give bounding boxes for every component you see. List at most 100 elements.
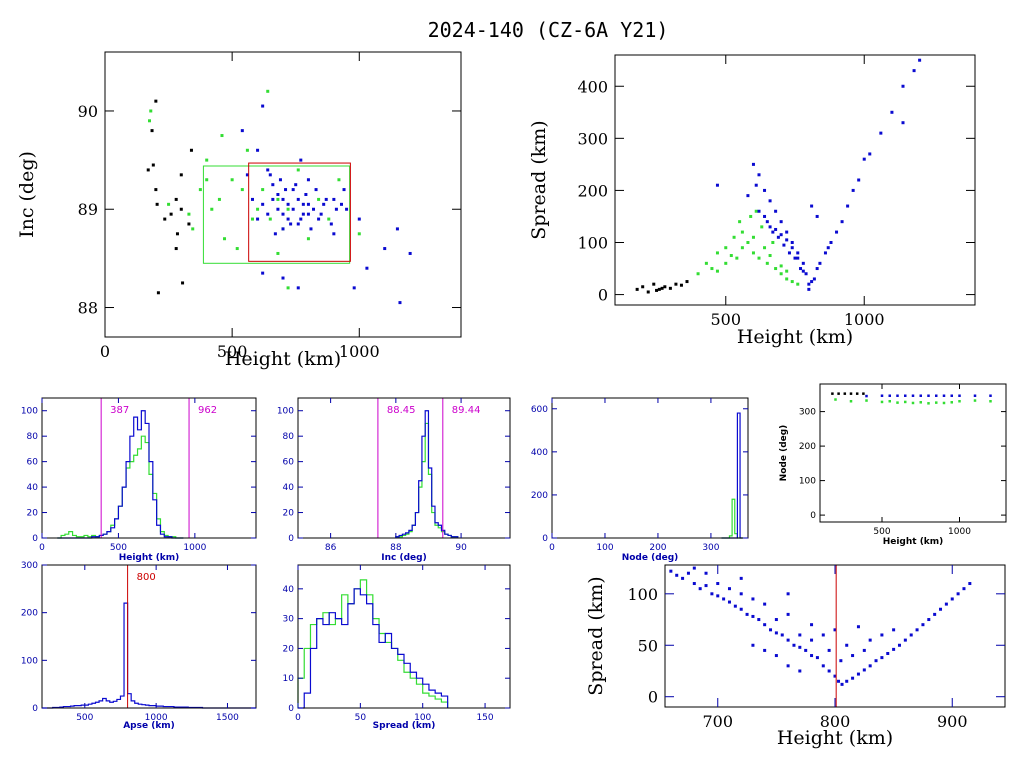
data-point — [829, 241, 833, 244]
data-point — [181, 281, 185, 285]
x-axis-label: Height (km) — [883, 537, 944, 547]
data-point — [751, 643, 755, 647]
series-blue — [240, 104, 412, 305]
data-point — [334, 207, 338, 211]
data-point — [810, 654, 814, 658]
data-point — [710, 267, 714, 271]
data-point — [958, 394, 961, 397]
y-tick-label: 40 — [283, 585, 295, 595]
data-point — [956, 592, 960, 596]
data-point — [191, 227, 195, 231]
data-point — [857, 178, 861, 182]
y-tick-label: 20 — [283, 644, 295, 654]
data-point — [312, 207, 316, 211]
data-point — [815, 267, 819, 271]
data-point — [911, 394, 915, 397]
data-point — [834, 398, 837, 401]
data-point — [771, 230, 775, 234]
data-point — [862, 668, 866, 672]
chart-hist_height: 387 962 0 500 1000 0 20 40 60 80 100 Height (km) — [21, 397, 257, 563]
data-point — [156, 291, 160, 295]
data-point — [189, 148, 193, 152]
data-point — [395, 227, 399, 231]
data-point — [154, 99, 158, 103]
data-point — [289, 222, 293, 226]
data-point — [294, 183, 298, 187]
data-point — [306, 212, 310, 216]
data-point — [266, 89, 270, 93]
data-point — [823, 251, 827, 255]
data-point — [746, 194, 750, 198]
data-point — [337, 178, 341, 182]
data-point — [849, 400, 853, 403]
plot-frame — [297, 564, 511, 709]
data-point — [739, 592, 743, 596]
data-point — [837, 679, 841, 683]
data-point — [704, 584, 708, 588]
y-tick-label: 400 — [577, 77, 608, 96]
data-point — [256, 217, 260, 221]
data-point — [296, 222, 300, 226]
data-point — [324, 197, 328, 201]
data-point — [281, 227, 285, 231]
box-green — [202, 165, 351, 264]
data-point — [810, 280, 814, 284]
data-point — [935, 394, 938, 397]
data-point — [309, 227, 313, 231]
data-point — [271, 197, 275, 201]
data-point — [652, 282, 656, 286]
vline-label: 387 — [110, 405, 129, 416]
data-point — [757, 173, 761, 177]
data-point — [897, 643, 901, 647]
plot-frame — [297, 397, 511, 539]
data-point — [268, 217, 272, 221]
data-point — [327, 217, 331, 221]
data-point — [722, 597, 726, 601]
y-tick-label: 0 — [32, 534, 38, 544]
x-tick-label: 1000 — [948, 527, 971, 537]
data-point — [754, 183, 758, 187]
data-point — [698, 587, 702, 591]
y-tick-label: 600 — [531, 405, 548, 415]
data-point — [187, 222, 191, 226]
x-tick-label: 700 — [702, 712, 733, 731]
x-tick-label: 0 — [100, 342, 110, 361]
data-point — [839, 659, 843, 663]
data-point — [827, 648, 831, 652]
data-point — [768, 225, 772, 229]
data-point — [757, 256, 761, 260]
data-point — [890, 110, 894, 114]
data-point — [322, 202, 326, 206]
data-point — [296, 197, 300, 201]
x-tick-label: 500 — [110, 543, 127, 553]
data-point — [175, 232, 179, 236]
y-tick-label: 400 — [531, 448, 548, 458]
x-axis-label: Apse (km) — [123, 721, 175, 731]
chart-hist_spread: 0 50 100 150 0 10 20 30 40 Spread (km) — [283, 564, 511, 731]
data-point — [812, 277, 816, 281]
data-point — [918, 58, 922, 62]
data-point — [774, 227, 778, 231]
data-point — [879, 131, 883, 135]
data-point — [868, 664, 872, 668]
data-point — [833, 628, 837, 632]
data-point — [278, 178, 282, 182]
data-point — [935, 401, 938, 404]
y-axis-label: Node (deg) — [779, 425, 789, 482]
y-tick-label: 100 — [577, 234, 608, 253]
x-tick-label: 0 — [295, 713, 301, 723]
data-point — [352, 286, 356, 290]
data-point — [919, 401, 922, 404]
data-point — [286, 286, 290, 290]
data-point — [896, 394, 899, 397]
data-point — [715, 251, 719, 255]
data-point — [299, 217, 303, 221]
data-point — [892, 628, 896, 632]
data-point — [749, 214, 753, 218]
histogram-blue — [57, 410, 184, 539]
data-point — [968, 582, 972, 586]
data-point — [821, 633, 825, 637]
data-point — [169, 212, 173, 216]
data-point — [155, 202, 159, 206]
data-point — [383, 247, 387, 251]
